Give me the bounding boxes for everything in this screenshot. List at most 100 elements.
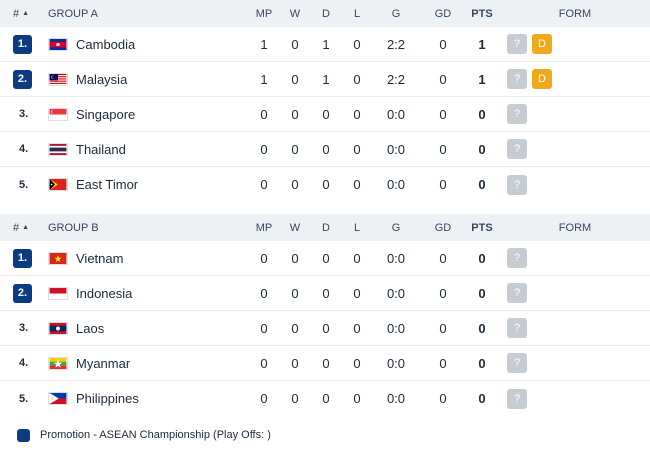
d-column-header[interactable]: D — [322, 7, 330, 20]
group-title: GROUP B — [48, 221, 99, 234]
g-column-header[interactable]: G — [391, 7, 401, 20]
matches-played: 0 — [260, 285, 268, 301]
form-next-match[interactable]: ? — [507, 248, 527, 268]
group-a-header: # ▲ GROUP A MP W D L G GD PTS FORM — [0, 0, 650, 27]
rank-column-header[interactable]: # ▲ — [13, 7, 30, 20]
team-name[interactable]: Malaysia — [76, 71, 128, 87]
table-row[interactable]: 5. East Timor 0 0 0 0 0:0 0 0 ? — [0, 167, 650, 202]
goals: 0:0 — [386, 391, 406, 406]
goals: 2:2 — [386, 36, 406, 52]
losses: 0 — [353, 36, 361, 52]
points: 0 — [478, 250, 486, 266]
wins: 0 — [291, 320, 299, 336]
wins: 0 — [291, 355, 299, 371]
losses: 0 — [353, 106, 361, 122]
sort-asc-icon: ▲ — [22, 10, 30, 17]
wins: 0 — [291, 141, 299, 157]
form-next-match[interactable]: ? — [507, 283, 527, 303]
table-row[interactable]: 5. Philippines 0 0 0 0 0:0 0 0 ? — [0, 381, 650, 416]
w-column-header[interactable]: W — [289, 7, 301, 20]
mp-column-header[interactable]: MP — [255, 221, 273, 234]
table-row[interactable]: 1. Vietnam 0 0 0 0 0:0 0 0 ? — [0, 241, 650, 276]
points: 0 — [478, 320, 486, 336]
goal-difference: 0 — [439, 71, 447, 87]
goals: 0:0 — [386, 177, 406, 192]
table-row[interactable]: 4. Myanmar 0 0 0 0 0:0 0 0 ? — [0, 346, 650, 381]
rank: 5. — [19, 392, 29, 405]
goals: 0:0 — [386, 285, 406, 301]
matches-played: 1 — [260, 71, 268, 87]
points: 0 — [478, 106, 486, 122]
team-name[interactable]: Philippines — [76, 391, 139, 406]
form-next-match[interactable]: ? — [507, 388, 527, 409]
table-row[interactable]: 3. Laos 0 0 0 0 0:0 0 0 ? — [0, 311, 650, 346]
mp-column-header[interactable]: MP — [255, 7, 273, 20]
form-column-header: FORM — [558, 221, 592, 234]
w-column-header[interactable]: W — [289, 221, 301, 234]
losses: 0 — [353, 391, 361, 406]
g-column-header[interactable]: G — [391, 221, 401, 234]
table-row[interactable]: 2. Indonesia 0 0 0 0 0:0 0 0 ? — [0, 276, 650, 311]
table-row[interactable]: 2. Malaysia 1 0 1 0 2:2 0 1 ? D — [0, 62, 650, 97]
team-name[interactable]: East Timor — [76, 177, 139, 192]
matches-played: 0 — [260, 391, 268, 406]
vietnam-flag-icon — [48, 251, 68, 265]
losses: 0 — [353, 250, 361, 266]
matches-played: 0 — [260, 250, 268, 266]
pts-column-header[interactable]: PTS — [471, 221, 493, 234]
rank-column-header[interactable]: # ▲ — [13, 221, 30, 234]
rank: 5. — [19, 178, 29, 191]
form-next-match[interactable]: ? — [507, 353, 527, 373]
wins: 0 — [291, 106, 299, 122]
thailand-flag-icon — [48, 142, 68, 156]
wins: 0 — [291, 250, 299, 266]
goal-difference: 0 — [439, 177, 447, 192]
form-next-match[interactable]: ? — [507, 174, 527, 195]
wins: 0 — [291, 391, 299, 406]
goals: 0:0 — [386, 355, 406, 371]
form-next-match[interactable]: ? — [507, 104, 527, 124]
form-draw[interactable]: D — [532, 34, 552, 54]
losses: 0 — [353, 71, 361, 87]
table-row[interactable]: 4. Thailand 0 0 0 0 0:0 0 0 ? — [0, 132, 650, 167]
matches-played: 0 — [260, 355, 268, 371]
form-next-match[interactable]: ? — [507, 139, 527, 159]
rank: 4. — [19, 357, 29, 369]
l-column-header[interactable]: L — [353, 7, 361, 20]
gd-column-header[interactable]: GD — [434, 7, 452, 20]
gd-column-header[interactable]: GD — [434, 221, 452, 234]
goal-difference: 0 — [439, 285, 447, 301]
table-row[interactable]: 1. Cambodia 1 0 1 0 2:2 0 1 ? D — [0, 27, 650, 62]
d-column-header[interactable]: D — [322, 221, 330, 234]
draws: 1 — [322, 71, 330, 87]
form-next-match[interactable]: ? — [507, 69, 527, 89]
goal-difference: 0 — [439, 391, 447, 406]
points: 0 — [478, 355, 486, 371]
goals: 0:0 — [386, 320, 406, 336]
team-name[interactable]: Vietnam — [76, 250, 124, 266]
team-name[interactable]: Indonesia — [76, 285, 133, 301]
table-row[interactable]: 3. Singapore 0 0 0 0 0:0 0 0 ? — [0, 97, 650, 132]
team-name[interactable]: Cambodia — [76, 36, 136, 52]
team-name[interactable]: Thailand — [76, 141, 126, 157]
goal-difference: 0 — [439, 36, 447, 52]
goals: 2:2 — [386, 71, 406, 87]
pts-column-header[interactable]: PTS — [471, 7, 493, 20]
form-next-match[interactable]: ? — [507, 34, 527, 54]
indonesia-flag-icon — [48, 286, 68, 300]
goal-difference: 0 — [439, 320, 447, 336]
draws: 0 — [322, 177, 330, 192]
goal-difference: 0 — [439, 141, 447, 157]
l-column-header[interactable]: L — [353, 221, 361, 234]
points: 1 — [478, 71, 486, 87]
matches-played: 0 — [260, 320, 268, 336]
team-name[interactable]: Singapore — [76, 106, 136, 122]
rank-badge-promotion: 2. — [13, 283, 32, 303]
team-name[interactable]: Laos — [76, 320, 105, 336]
form-next-match[interactable]: ? — [507, 318, 527, 338]
goal-difference: 0 — [439, 355, 447, 371]
team-name[interactable]: Myanmar — [76, 355, 131, 371]
form-draw[interactable]: D — [532, 69, 552, 89]
group-b-header: # ▲ GROUP B MP W D L G GD PTS FORM — [0, 214, 650, 241]
points: 0 — [478, 141, 486, 157]
